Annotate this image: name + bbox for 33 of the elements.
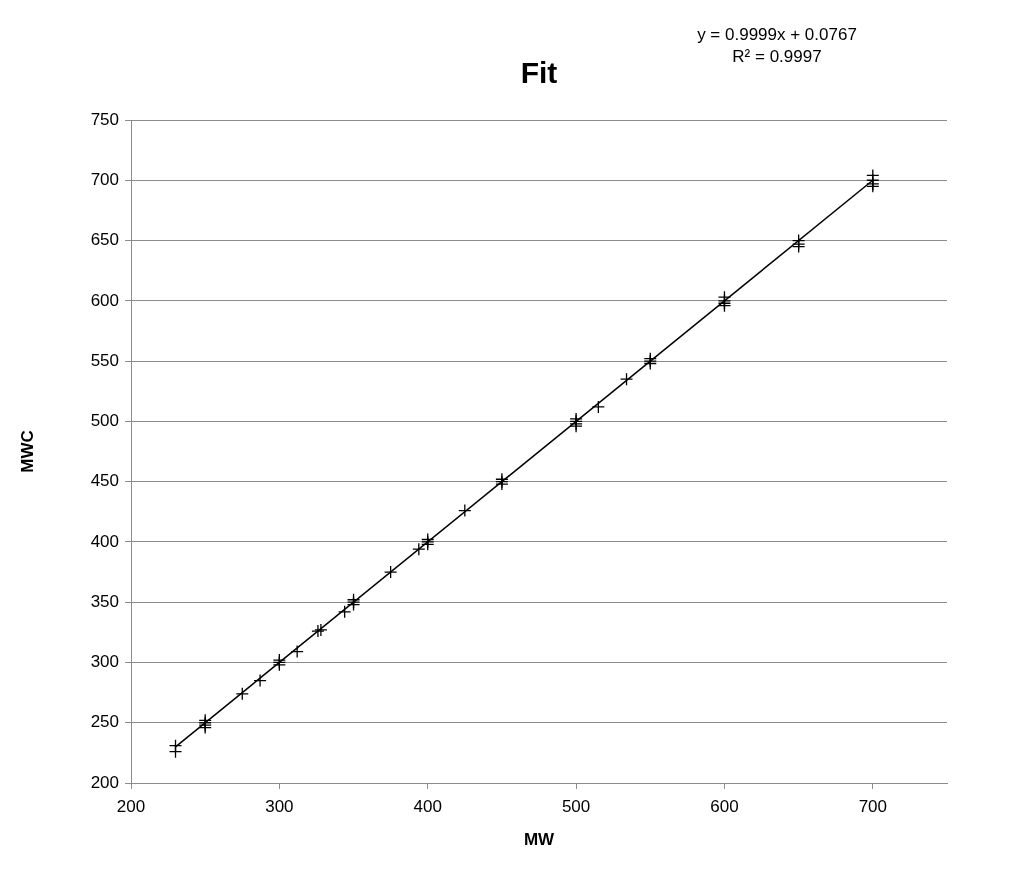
point: [383, 565, 398, 579]
y-tick-label: 200: [90, 772, 119, 792]
x-tick-label: 500: [561, 796, 591, 816]
y-tick-label: 400: [90, 531, 119, 551]
point: [458, 503, 472, 518]
y-tick-label: 350: [90, 591, 119, 611]
x-axis-title: MW: [523, 830, 556, 850]
chart-title: Fit: [520, 56, 558, 90]
y-tick-label: 600: [90, 290, 119, 310]
text: R² = 0.9997: [732, 46, 822, 66]
x-tick-label: 700: [858, 796, 888, 816]
point: [619, 372, 634, 386]
y-tick-label: 650: [90, 230, 119, 250]
point: [412, 542, 426, 556]
x-tick-label: 200: [116, 796, 146, 816]
point: [591, 400, 605, 414]
x-tick-label: 300: [265, 796, 294, 816]
y-tick-label: 750: [90, 109, 119, 129]
y-tick-label: 700: [90, 169, 119, 189]
y-tick-label: 550: [90, 350, 119, 370]
y-tick-label: 450: [90, 471, 119, 491]
y-tick-label: 300: [90, 652, 119, 672]
point: [337, 605, 352, 619]
y-axis-title: MWC: [17, 430, 37, 473]
x-tick-label: 400: [413, 796, 442, 816]
point: [253, 673, 267, 688]
y-tick-label: 250: [90, 712, 119, 732]
y-tick-label: 500: [90, 411, 119, 431]
point: [235, 687, 249, 701]
point: [168, 745, 183, 759]
point: [290, 644, 304, 659]
x-tick-label: 600: [710, 796, 739, 816]
text: y = 0.9999x + 0.0767: [697, 24, 857, 44]
